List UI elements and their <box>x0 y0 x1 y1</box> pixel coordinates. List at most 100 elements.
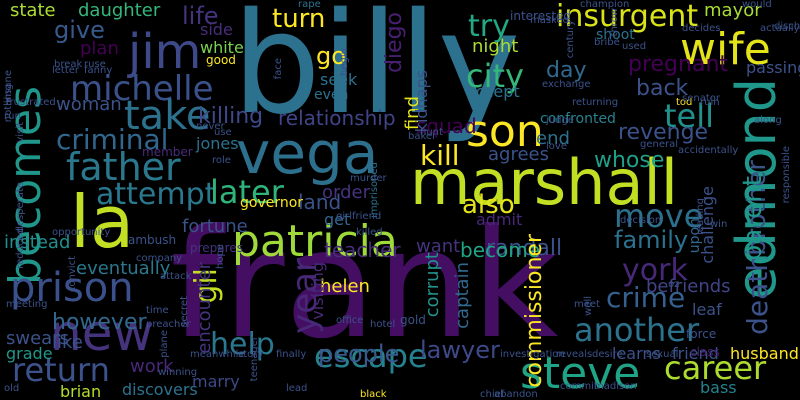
cloud-word-escape: escape <box>314 337 428 375</box>
cloud-word-imprisoned: imprisoned <box>369 162 380 218</box>
cloud-word-attack: attack <box>160 271 192 282</box>
cloud-word-leading: leading <box>695 198 706 235</box>
cloud-word-land: land <box>298 190 342 214</box>
cloud-word-face: face <box>273 58 284 80</box>
cloud-word-relationship: relationship <box>278 106 396 130</box>
cloud-word-squad: squad <box>416 114 477 138</box>
cloud-word-exchange: exchange <box>542 79 591 90</box>
cloud-word-become: become <box>460 238 541 262</box>
cloud-word-la: la <box>70 180 135 264</box>
cloud-word-jones: jones <box>196 134 239 153</box>
cloud-word-back: back <box>636 76 689 101</box>
cloud-word-tell: tell <box>664 97 715 135</box>
cloud-word-good: good <box>206 53 236 67</box>
cloud-word-randall: randall <box>486 236 563 261</box>
cloud-word-baker: baker <box>408 131 437 142</box>
cloud-word-accidentally: accidentally <box>678 145 739 156</box>
cloud-word-fanny: fanny <box>84 65 113 76</box>
cloud-word-convict: convict <box>67 256 78 293</box>
cloud-word-throw: throw <box>609 8 620 37</box>
cloud-word-winning: winning <box>158 367 198 378</box>
cloud-word-along: along <box>754 115 782 126</box>
cloud-word-night: night <box>472 36 519 57</box>
cloud-word-death: death <box>741 254 774 335</box>
cloud-word-general: general <box>640 139 679 150</box>
cloud-word-eventually: eventually <box>76 258 171 279</box>
cloud-word-helen: helen <box>320 276 370 297</box>
cloud-word-billy: billy <box>232 0 521 146</box>
cloud-word-marshall: marshall <box>410 146 678 219</box>
cloud-word-city: city <box>466 57 524 95</box>
cloud-word-however: however <box>52 310 147 335</box>
cloud-word-force: force <box>686 327 717 341</box>
cloud-word-even: even <box>314 87 349 103</box>
cloud-word-grade: grade <box>6 344 53 363</box>
cloud-word-time: time <box>146 305 169 316</box>
cloud-word-meet: meet <box>574 299 600 310</box>
cloud-word-role: role <box>212 155 231 166</box>
cloud-word-white: white <box>200 38 244 57</box>
cloud-word-killed: killed <box>356 227 383 238</box>
cloud-word-father: father <box>66 145 181 189</box>
cloud-word-returning: returning <box>572 97 619 108</box>
cloud-word-life: life <box>182 2 219 30</box>
cloud-word-plan: plan <box>80 38 119 59</box>
cloud-word-tod: tod <box>676 97 693 108</box>
cloud-word-girlfriend: girlfriend <box>336 211 382 222</box>
cloud-word-discovers: discovers <box>122 380 198 399</box>
cloud-word-michelle: michelle <box>70 69 214 109</box>
cloud-word-vega: vega <box>236 119 379 187</box>
cloud-word-diego: diego <box>382 12 407 74</box>
cloud-word-masked: masked <box>530 15 570 26</box>
cloud-word-black: black <box>360 389 387 400</box>
cloud-word-chief: chief <box>480 389 505 400</box>
cloud-word-hotel: hotel <box>370 319 396 330</box>
cloud-word-husband: husband <box>730 344 799 363</box>
cloud-word-move: move <box>614 197 704 235</box>
cloud-word-commit: commit <box>560 381 598 392</box>
cloud-word-parent: parent <box>738 176 768 262</box>
cloud-word-used: used <box>622 41 647 52</box>
cloud-word-work: work <box>130 356 174 377</box>
cloud-word-hope: hope <box>215 244 226 269</box>
cloud-word-give: give <box>54 16 105 44</box>
cloud-word-win: win <box>710 219 728 230</box>
cloud-word-end: end <box>536 128 570 149</box>
cloud-word-nothing: nothing <box>3 84 14 123</box>
cloud-word-abandon: abandon <box>494 389 538 400</box>
cloud-word-encounter: encounter <box>194 262 215 354</box>
cloud-word-revenge: revenge <box>618 120 709 145</box>
cloud-word-old: old <box>4 383 20 394</box>
cloud-word-desire: desire <box>592 349 623 360</box>
cloud-word-passing: passing <box>746 58 800 77</box>
cloud-word-class: class <box>690 345 720 359</box>
cloud-word-reveals: reveals <box>556 349 593 360</box>
cloud-word-york: york <box>622 253 688 288</box>
cloud-word-try: try <box>468 9 510 44</box>
cloud-word-criminal: criminal <box>56 123 169 156</box>
cloud-word-meeting: meeting <box>6 299 48 310</box>
cloud-word-visit: visit <box>15 122 26 143</box>
cloud-word-insurgent: insurgent <box>556 0 699 34</box>
cloud-word-want: want <box>416 236 461 257</box>
cloud-word-whose: whose <box>594 148 665 173</box>
cloud-word-plane: plane <box>159 330 170 358</box>
cloud-word-use: use <box>214 127 232 138</box>
cloud-word-marry: marry <box>192 372 240 391</box>
cloud-word-people: people <box>318 340 400 368</box>
cloud-word-friend: friend <box>672 344 719 363</box>
cloud-word-company: company <box>136 253 183 264</box>
cloud-word-prepares: prepares <box>190 241 243 255</box>
cloud-word-sexual: sexual <box>646 349 679 360</box>
cloud-word-meanwhile: meanwhile <box>190 349 245 360</box>
cloud-word-finally: finally <box>276 349 307 360</box>
cloud-word-agrees: agrees <box>488 144 549 165</box>
cloud-word-jim: jim <box>128 24 202 80</box>
cloud-word-reduced: reduced <box>15 228 26 269</box>
cloud-word-champion: champion <box>580 0 630 10</box>
cloud-word-never: never <box>196 121 225 132</box>
cloud-word-steve: steve <box>520 348 641 399</box>
cloud-word-patricia: patricia <box>232 216 398 267</box>
cloud-word-desperate: desperate <box>15 182 26 233</box>
